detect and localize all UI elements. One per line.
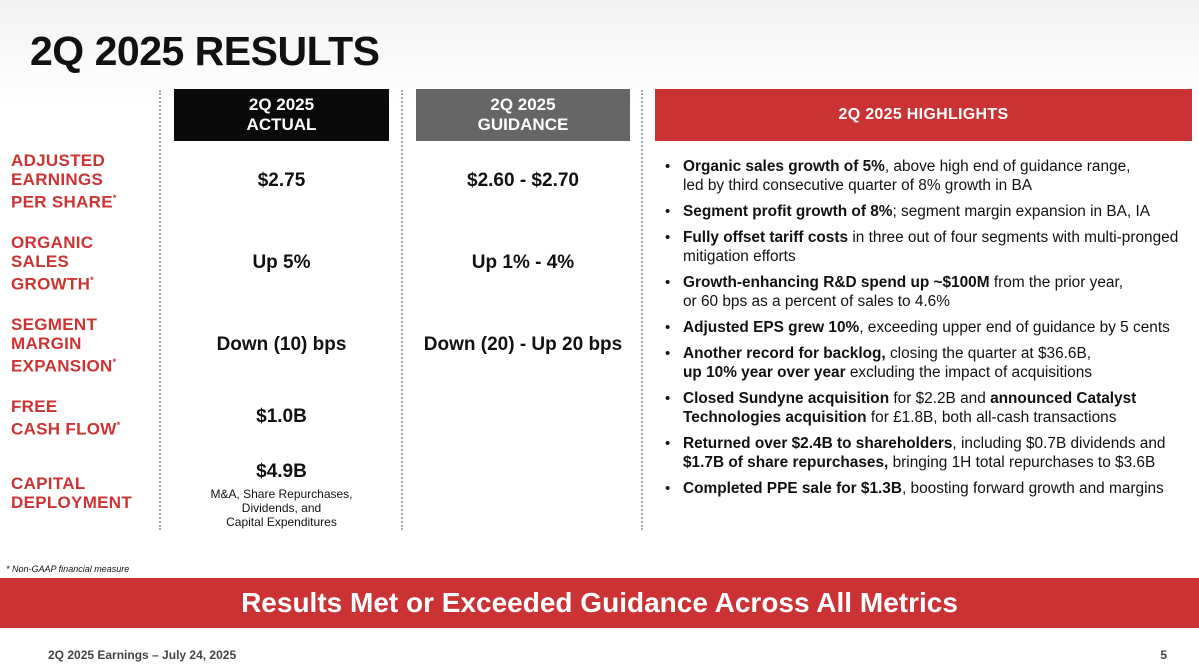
highlight-text: , above high end of guidance range, bbox=[884, 158, 1131, 175]
slide-title: 2Q 2025 RESULTS bbox=[30, 28, 380, 74]
highlight-item: Organic sales growth of 5%, above high e… bbox=[665, 157, 1195, 195]
metric-label-line: EARNINGS bbox=[11, 170, 104, 189]
metric-label-line: ORGANIC bbox=[11, 233, 94, 252]
guidance-column-header: 2Q 2025 GUIDANCE bbox=[416, 89, 630, 141]
guidance-header-line1: 2Q 2025 bbox=[490, 95, 556, 114]
actual-header-line1: 2Q 2025 bbox=[248, 95, 315, 114]
actual-header-line2: ACTUAL bbox=[246, 115, 317, 134]
metric-label-capital-deployment: CAPITAL DEPLOYMENT bbox=[11, 474, 132, 512]
footnote: * Non-GAAP financial measure bbox=[6, 564, 130, 574]
highlight-text: ; segment margin expansion in BA, IA bbox=[892, 203, 1150, 220]
highlights-list: Organic sales growth of 5%, above high e… bbox=[665, 157, 1195, 505]
actual-column-header: 2Q 2025 ACTUAL bbox=[174, 89, 389, 141]
highlight-text: for £1.8B, both all-cash transactions bbox=[866, 409, 1117, 426]
highlight-bold: announced Catalyst bbox=[990, 390, 1137, 407]
highlight-bold: $1.7B of share repurchases, bbox=[683, 454, 889, 471]
guidance-segment-margin-value: Down (20) - Up 20 bps bbox=[423, 334, 623, 355]
actual-eps-value: $2.75 bbox=[257, 170, 306, 191]
highlight-bold: Another record for backlog, bbox=[683, 345, 886, 362]
highlight-item: Returned over $2.4B to shareholders, inc… bbox=[665, 434, 1195, 472]
footer-date: 2Q 2025 Earnings – July 24, 2025 bbox=[48, 648, 237, 662]
metric-label-line: EXPANSION bbox=[11, 356, 113, 376]
highlight-bold: Adjusted EPS grew 10% bbox=[683, 319, 860, 336]
guidance-header-line2: GUIDANCE bbox=[477, 115, 569, 134]
metric-label-line: SALES bbox=[11, 252, 70, 271]
highlight-bold: Returned over $2.4B to shareholders bbox=[683, 435, 953, 452]
highlight-text: in three out of four segments with multi… bbox=[848, 229, 1179, 246]
actual-capital-deployment-value: $4.9B bbox=[256, 461, 307, 482]
highlight-bold: Fully offset tariff costs bbox=[683, 229, 849, 246]
note-line: M&A, Share Repurchases, bbox=[210, 487, 353, 501]
highlight-bold: Closed Sundyne acquisition bbox=[683, 390, 890, 407]
highlight-bold: up 10% year over year bbox=[683, 364, 846, 381]
column-divider bbox=[401, 90, 403, 530]
guidance-eps-value: $2.60 - $2.70 bbox=[467, 170, 579, 191]
highlight-item: Fully offset tariff costs in three out o… bbox=[665, 228, 1195, 266]
note-line: Capital Expenditures bbox=[226, 515, 337, 529]
actual-segment-margin-value: Down (10) bps bbox=[216, 334, 347, 355]
asterisk: * bbox=[112, 193, 117, 203]
highlight-text: bringing 1H total repurchases to $3.6B bbox=[888, 454, 1156, 471]
highlight-item: Closed Sundyne acquisition for $2.2B and… bbox=[665, 389, 1195, 427]
actual-organic-sales-value: Up 5% bbox=[252, 252, 311, 273]
highlight-text: or 60 bps as a percent of sales to 4.6% bbox=[683, 293, 950, 310]
highlight-text: for $2.2B and bbox=[889, 390, 991, 407]
metric-label-line: DEPLOYMENT bbox=[11, 493, 133, 512]
metric-label-line: CASH FLOW bbox=[11, 419, 117, 439]
asterisk: * bbox=[116, 420, 121, 430]
highlight-text: led by third consecutive quarter of 8% g… bbox=[683, 177, 1033, 194]
actual-free-cash-flow-value: $1.0B bbox=[256, 406, 307, 427]
highlight-item: Adjusted EPS grew 10%, exceeding upper e… bbox=[665, 318, 1195, 337]
page-number: 5 bbox=[1160, 648, 1167, 662]
highlight-text: , including $0.7B dividends and bbox=[952, 435, 1166, 452]
metric-label-segment-margin: SEGMENT MARGIN EXPANSION* bbox=[11, 315, 116, 376]
highlight-text: excluding the impact of acquisitions bbox=[845, 364, 1092, 381]
highlights-header: 2Q 2025 HIGHLIGHTS bbox=[655, 89, 1192, 141]
metric-label-line: CAPITAL bbox=[11, 474, 86, 493]
highlight-text: mitigation efforts bbox=[683, 248, 796, 265]
highlight-item: Another record for backlog, closing the … bbox=[665, 344, 1195, 382]
metric-label-line: GROWTH bbox=[11, 274, 91, 294]
highlight-bold: Segment profit growth of 8% bbox=[683, 203, 893, 220]
metric-label-free-cash-flow: FREE CASH FLOW* bbox=[11, 397, 120, 439]
column-divider bbox=[641, 90, 643, 530]
actual-capital-deployment-cell: $4.9B M&A, Share Repurchases, Dividends,… bbox=[174, 461, 389, 529]
highlight-text: , exceeding upper end of guidance by 5 c… bbox=[859, 319, 1170, 336]
highlight-bold: Growth-enhancing R&D spend up ~$100M bbox=[683, 274, 990, 291]
highlight-text: closing the quarter at $36.6B, bbox=[885, 345, 1092, 362]
column-divider bbox=[159, 90, 161, 530]
asterisk: * bbox=[112, 357, 117, 367]
metric-label-line: PER SHARE bbox=[11, 192, 113, 212]
note-line: Dividends, and bbox=[241, 501, 322, 515]
highlight-bold: Completed PPE sale for $1.3B bbox=[683, 480, 902, 497]
highlight-text: from the prior year, bbox=[989, 274, 1124, 291]
highlight-bold: Organic sales growth of 5% bbox=[683, 158, 885, 175]
summary-banner: Results Met or Exceeded Guidance Across … bbox=[0, 578, 1199, 628]
guidance-organic-sales-value: Up 1% - 4% bbox=[471, 252, 575, 273]
capital-deployment-note: M&A, Share Repurchases, Dividends, and C… bbox=[174, 487, 389, 529]
metric-label-line: ADJUSTED bbox=[11, 151, 106, 170]
highlight-text: , boosting forward growth and margins bbox=[901, 480, 1164, 497]
metric-label-organic-sales: ORGANIC SALES GROWTH* bbox=[11, 233, 94, 294]
highlight-item: Growth-enhancing R&D spend up ~$100M fro… bbox=[665, 273, 1195, 311]
highlight-item: Completed PPE sale for $1.3B, boosting f… bbox=[665, 479, 1195, 498]
metric-label-line: SEGMENT bbox=[11, 315, 98, 334]
asterisk: * bbox=[90, 275, 95, 285]
metric-label-line: MARGIN bbox=[11, 334, 82, 353]
metric-label-eps: ADJUSTED EARNINGS PER SHARE* bbox=[11, 151, 117, 212]
highlight-item: Segment profit growth of 8%; segment mar… bbox=[665, 202, 1195, 221]
metric-label-line: FREE bbox=[11, 397, 58, 416]
highlight-bold: Technologies acquisition bbox=[683, 409, 867, 426]
